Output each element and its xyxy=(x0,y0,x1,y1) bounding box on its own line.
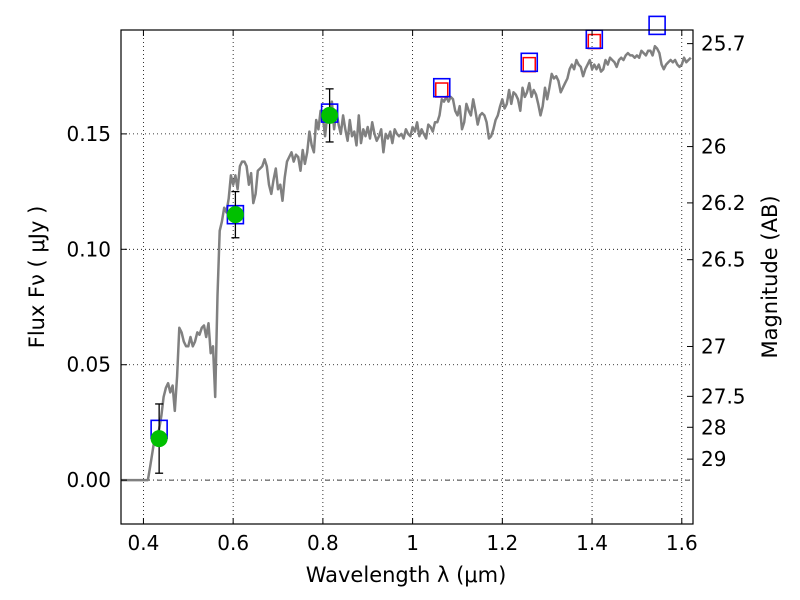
observed-point xyxy=(226,206,244,224)
filter-photometry-marker xyxy=(520,52,539,73)
plot-frame xyxy=(120,29,694,525)
x-tick-label: 0.4 xyxy=(128,531,160,555)
magnitude-tick-label: 26.5 xyxy=(701,248,746,272)
plot-overflow xyxy=(150,15,666,474)
filter-photometry-marker xyxy=(432,77,451,98)
x-tick-label: 0.6 xyxy=(217,531,249,555)
observed-point xyxy=(321,106,339,124)
grid xyxy=(121,30,693,524)
magnitude-axis-title: Magnitude (AB) xyxy=(758,195,782,358)
magnitude-tick-label: 27 xyxy=(701,334,726,358)
x-tick-label: 0.8 xyxy=(307,531,339,555)
y-axis-title: Flux Fν ( μJy ) xyxy=(25,206,49,349)
y-tick-label: 0.15 xyxy=(66,122,111,146)
magnitude-tick-label: 26.2 xyxy=(701,191,746,215)
x-tick-label: 1 xyxy=(406,531,419,555)
magnitude-tick-label: 25.7 xyxy=(701,32,746,56)
y-tick-label: 0.05 xyxy=(66,353,111,377)
y-tick-label: 0.00 xyxy=(66,468,111,492)
x-tick-label: 1.4 xyxy=(576,531,608,555)
model-spectrum-line xyxy=(121,44,692,482)
x-axis-title: Wavelength λ (μm) xyxy=(306,563,507,587)
filter-photometry-marker xyxy=(648,15,666,36)
axes: 0.4 0.6 0.8 1 1.2 1.4 1.6 0.00 0.05 0.10 0.15 25.7 2… xyxy=(66,29,746,555)
observed-point xyxy=(150,430,168,448)
x-tick-label: 1.2 xyxy=(486,531,518,555)
magnitude-tick-label: 28 xyxy=(701,415,726,439)
magnitude-tick-label: 27.5 xyxy=(701,384,746,408)
plot-area xyxy=(121,44,692,482)
plot-background xyxy=(121,30,693,524)
magnitude-tick-label: 29 xyxy=(701,447,726,471)
x-tick-label: 1.6 xyxy=(666,531,698,555)
y-tick-label: 0.10 xyxy=(66,237,111,261)
magnitude-tick-label: 26 xyxy=(701,135,726,159)
